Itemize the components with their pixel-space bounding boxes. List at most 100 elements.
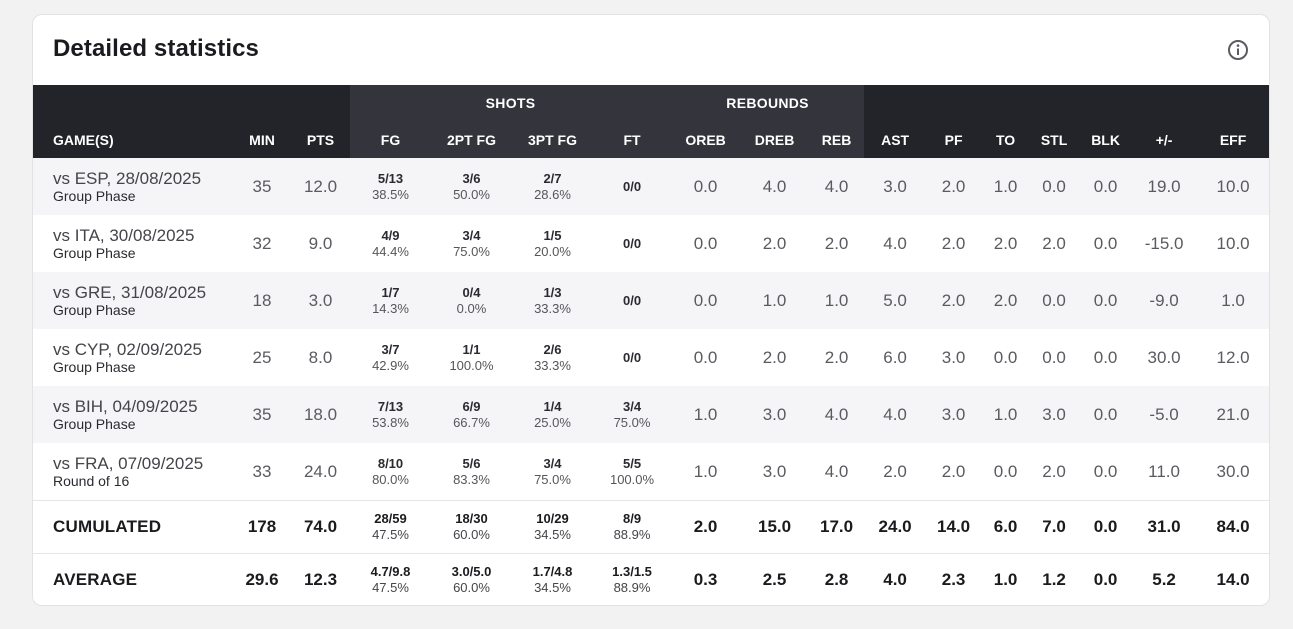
col-header-pf[interactable]: PF — [926, 121, 982, 158]
fg2-percent: 50.0% — [453, 186, 490, 202]
card-title: Detailed statistics — [53, 35, 259, 62]
oreb-cell: 0.0 — [671, 329, 741, 386]
oreb-cell: 0.0 — [671, 272, 741, 329]
fg3-made-attempted: 1/4 — [543, 398, 562, 414]
ft-made-attempted: 8/9 — [622, 511, 642, 526]
stl-cell: 3.0 — [1030, 386, 1079, 443]
fg2-percent: 60.0% — [453, 580, 490, 595]
reb-cell: 17.0 — [809, 500, 865, 554]
pts-cell: 12.0 — [291, 158, 350, 215]
blk-cell: 0.0 — [1078, 553, 1134, 605]
ast-cell: 4.0 — [864, 553, 927, 605]
stl-cell: 2.0 — [1030, 443, 1079, 501]
fg-made-attempted: 1/7 — [381, 284, 400, 300]
fg3-made-attempted: 10/29 — [536, 511, 569, 526]
plus-minus-cell: 5.2 — [1133, 553, 1196, 605]
col-header-2pt-fg[interactable]: 2PT FG — [431, 121, 512, 158]
col-header-dreb[interactable]: DREB — [740, 121, 810, 158]
fg-made-attempted: 28/59 — [374, 511, 407, 526]
eff-cell: 12.0 — [1195, 329, 1269, 386]
eff-cell: 10.0 — [1195, 215, 1269, 272]
col-header-reb[interactable]: REB — [809, 121, 865, 158]
reb-cell: 2.0 — [809, 329, 865, 386]
table-row: vs CYP, 02/09/2025 Group Phase 25 8.0 3/7… — [33, 329, 1269, 386]
dreb-cell: 3.0 — [740, 386, 810, 443]
game-cell: vs ITA, 30/08/2025 Group Phase — [33, 215, 233, 272]
fg-cell: 7/13 53.8% — [350, 386, 431, 443]
col-header-plus-minus[interactable]: +/- — [1133, 121, 1196, 158]
ft-made-attempted: 0/0 — [622, 178, 642, 194]
eff-cell: 14.0 — [1195, 553, 1269, 605]
oreb-cell: 0.3 — [671, 553, 741, 605]
pf-cell: 14.0 — [926, 500, 982, 554]
fg2-cell: 3/6 50.0% — [431, 158, 512, 215]
info-icon[interactable] — [1227, 39, 1249, 61]
ft-cell: 3/4 75.0% — [593, 386, 672, 443]
fg-made-attempted: 8/10 — [377, 455, 404, 471]
col-header-to[interactable]: TO — [981, 121, 1031, 158]
col-header-min[interactable]: MIN — [233, 121, 291, 158]
stats-table-body: vs ESP, 28/08/2025 Group Phase 35 12.0 5/… — [33, 158, 1269, 605]
fg2-cell: 1/1 100.0% — [431, 329, 512, 386]
pf-cell: 2.0 — [926, 158, 982, 215]
fg3-made-attempted: 2/7 — [543, 170, 562, 186]
fg-cell: 3/7 42.9% — [350, 329, 431, 386]
blk-cell: 0.0 — [1078, 272, 1134, 329]
col-header-oreb[interactable]: OREB — [671, 121, 741, 158]
cumulated-row: CUMULATED 178 74.0 28/59 47.5% 18/30 60.0%… — [33, 500, 1269, 554]
fg3-made-attempted: 1/3 — [543, 284, 562, 300]
ft-cell: 8/9 88.9% — [593, 500, 672, 554]
col-header-ft[interactable]: FT — [593, 121, 672, 158]
col-header-stl[interactable]: STL — [1030, 121, 1079, 158]
col-header-blk[interactable]: BLK — [1078, 121, 1134, 158]
game-phase: Round of 16 — [53, 473, 130, 489]
group-header-rebounds: REBOUNDS — [671, 85, 865, 121]
average-label: AVERAGE — [33, 553, 233, 605]
group-header-blank — [33, 85, 350, 121]
min-cell: 32 — [233, 215, 291, 272]
ast-cell: 3.0 — [864, 158, 927, 215]
pts-cell: 18.0 — [291, 386, 350, 443]
min-cell: 33 — [233, 443, 291, 501]
pts-cell: 8.0 — [291, 329, 350, 386]
game-phase: Group Phase — [53, 245, 136, 261]
fg2-made-attempted: 18/30 — [455, 511, 488, 526]
fg2-made-attempted: 3/6 — [462, 170, 481, 186]
fg2-percent: 100.0% — [449, 357, 494, 373]
ft-percent: 75.0% — [613, 414, 651, 430]
game-cell: vs FRA, 07/09/2025 Round of 16 — [33, 443, 233, 501]
fg2-made-attempted: 5/6 — [462, 455, 481, 471]
fg-cell: 4/9 44.4% — [350, 215, 431, 272]
fg2-cell: 18/30 60.0% — [431, 500, 512, 554]
game-cell: vs CYP, 02/09/2025 Group Phase — [33, 329, 233, 386]
col-header-eff[interactable]: EFF — [1195, 121, 1269, 158]
fg2-made-attempted: 6/9 — [462, 398, 481, 414]
ft-made-attempted: 5/5 — [622, 455, 642, 471]
ft-made-attempted: 3/4 — [622, 398, 642, 414]
pf-cell: 3.0 — [926, 329, 982, 386]
col-header-3pt-fg[interactable]: 3PT FG — [512, 121, 593, 158]
pts-cell: 74.0 — [291, 500, 350, 554]
fg2-made-attempted: 0/4 — [462, 284, 481, 300]
col-header-games[interactable]: GAME(S) — [33, 121, 233, 158]
fg-percent: 42.9% — [372, 357, 409, 373]
fg-cell: 4.7/9.8 47.5% — [350, 553, 431, 605]
blk-cell: 0.0 — [1078, 443, 1134, 501]
fg2-cell: 0/4 0.0% — [431, 272, 512, 329]
cumulated-label: CUMULATED — [33, 500, 233, 554]
blk-cell: 0.0 — [1078, 386, 1134, 443]
fg3-cell: 3/4 75.0% — [512, 443, 593, 501]
fg3-cell: 1/4 25.0% — [512, 386, 593, 443]
oreb-cell: 2.0 — [671, 500, 741, 554]
col-header-ast[interactable]: AST — [864, 121, 927, 158]
dreb-cell: 3.0 — [740, 443, 810, 501]
col-header-pts[interactable]: PTS — [291, 121, 350, 158]
reb-cell: 4.0 — [809, 386, 865, 443]
col-header-fg[interactable]: FG — [350, 121, 431, 158]
stl-cell: 0.0 — [1030, 158, 1079, 215]
fg3-percent: 75.0% — [534, 471, 571, 487]
fg3-made-attempted: 1.7/4.8 — [532, 564, 573, 579]
pf-cell: 3.0 — [926, 386, 982, 443]
ft-made-attempted: 0/0 — [622, 292, 642, 308]
to-cell: 1.0 — [981, 386, 1031, 443]
